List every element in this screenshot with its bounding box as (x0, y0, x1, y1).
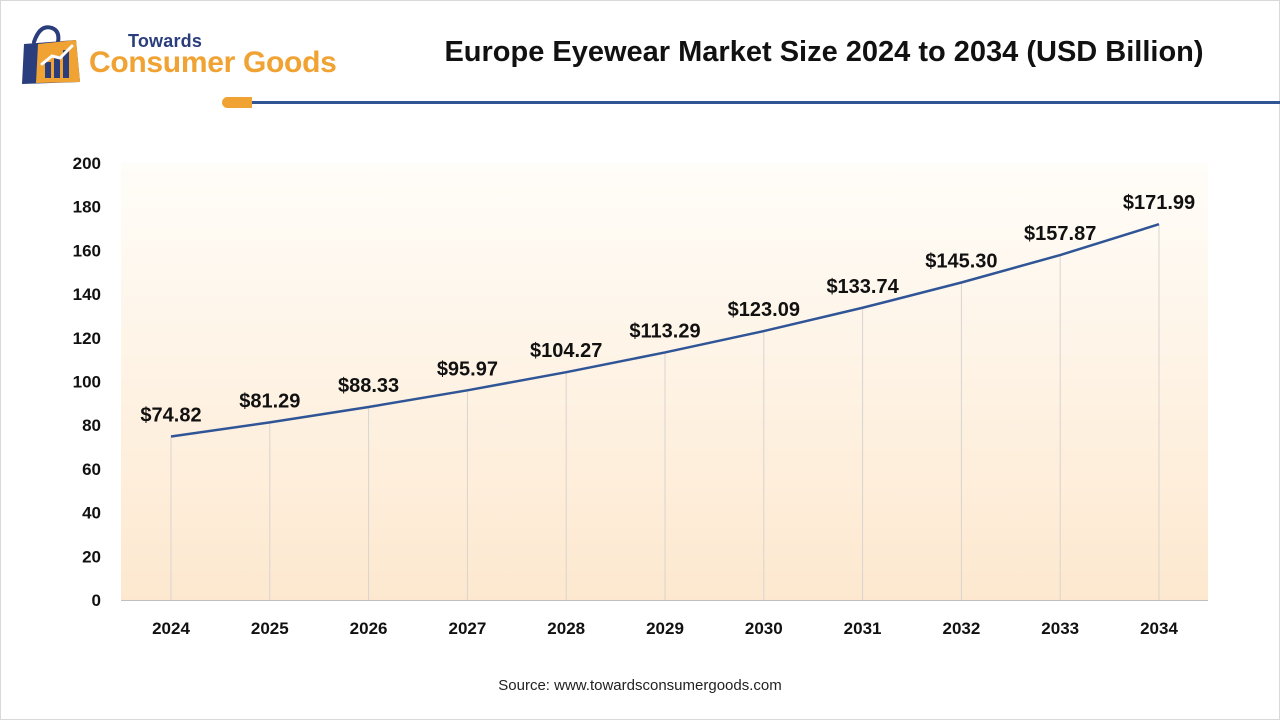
header-rule (252, 101, 1280, 104)
data-label: $81.29 (239, 390, 300, 412)
gridlines (121, 224, 1208, 601)
x-tick-label: 2027 (448, 619, 486, 638)
data-label: $113.29 (629, 320, 700, 342)
x-tick-label: 2033 (1041, 619, 1079, 638)
y-tick-label: 20 (82, 547, 101, 566)
y-tick-label: 60 (82, 460, 101, 479)
brand-top-text: Towards (128, 31, 203, 51)
y-tick-label: 120 (73, 329, 101, 348)
x-tick-label: 2029 (646, 619, 684, 638)
y-tick-label: 100 (73, 373, 101, 392)
x-tick-label: 2034 (1140, 619, 1178, 638)
data-label: $145.30 (925, 251, 997, 273)
data-label: $123.09 (728, 299, 800, 321)
header-rule-accent (222, 97, 252, 108)
brand-logo: Towards Consumer Goods (18, 20, 378, 90)
y-axis-ticks: 0 20 40 60 80 100 120 140 160 180 200 (73, 154, 101, 610)
shopping-bag-icon (22, 25, 80, 84)
x-axis-ticks: 2024 2025 2026 2027 2028 2029 2030 2031 2032 2033… (152, 619, 1178, 638)
x-tick-label: 2026 (350, 619, 388, 638)
data-label: $104.27 (530, 340, 602, 362)
data-label: $133.74 (826, 276, 899, 298)
series-line (170, 223, 1160, 438)
y-tick-label: 80 (82, 416, 101, 435)
source-note: Source: www.towardsconsumergoods.com (498, 677, 782, 694)
x-tick-label: 2032 (942, 619, 980, 638)
y-tick-label: 200 (73, 154, 101, 173)
y-tick-label: 160 (73, 241, 101, 260)
chart-title: Europe Eyewear Market Size 2024 to 2034 … (444, 36, 1204, 68)
x-tick-label: 2025 (251, 619, 289, 638)
data-label: $74.82 (140, 405, 201, 427)
x-tick-label: 2028 (547, 619, 585, 638)
data-label: $95.97 (437, 358, 498, 380)
data-label: $88.33 (338, 375, 399, 397)
x-tick-label: 2030 (745, 619, 783, 638)
y-tick-label: 40 (82, 504, 101, 523)
x-tick-label: 2031 (844, 619, 882, 638)
x-tick-label: 2024 (152, 619, 190, 638)
data-label: $171.99 (1123, 192, 1195, 214)
y-tick-label: 180 (73, 198, 101, 217)
brand-main-text: Consumer Goods (89, 46, 337, 79)
data-labels: $74.82 $81.29 $88.33 $95.97 $104.27 $113.29 $1… (140, 192, 1195, 426)
y-tick-label: 140 (73, 285, 101, 304)
data-label: $157.87 (1024, 223, 1096, 245)
y-tick-label: 0 (92, 591, 101, 610)
